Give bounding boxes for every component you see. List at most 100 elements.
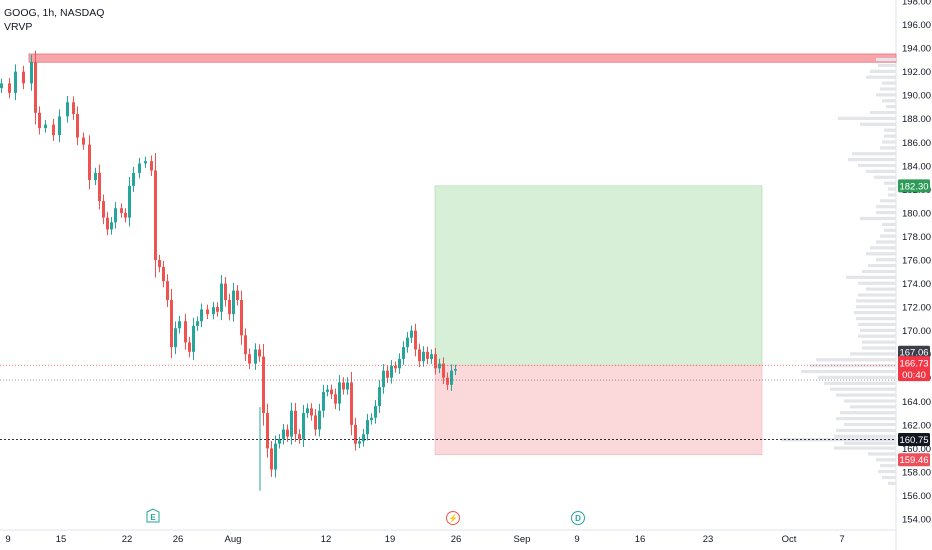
price-axis[interactable]: 198.00 196.00 194.00 192.00 190.00 188.00 186.… bbox=[902, 0, 931, 526]
candlestick-series bbox=[0, 50, 457, 491]
price-tick-label: 192.00 bbox=[902, 67, 931, 78]
candle-body bbox=[128, 185, 131, 218]
volume-profile-bar bbox=[850, 405, 896, 409]
volume-profile-bar bbox=[876, 258, 896, 262]
price-tick-label: 188.00 bbox=[902, 114, 931, 125]
dividend-marker[interactable]: D bbox=[571, 511, 585, 525]
price-tick-label: 156.00 bbox=[902, 491, 931, 502]
candle-body bbox=[110, 222, 113, 230]
candle-body bbox=[330, 389, 333, 395]
candle-body bbox=[166, 281, 169, 301]
candle-body bbox=[286, 429, 289, 437]
earnings-marker[interactable]: E bbox=[146, 508, 160, 523]
candle-body bbox=[350, 382, 353, 425]
candle-body bbox=[200, 309, 203, 322]
indicator-label[interactable]: VRVP bbox=[4, 21, 33, 33]
candle-body bbox=[14, 71, 17, 93]
volume-profile-bar bbox=[884, 181, 896, 185]
time-tick-label: 12 bbox=[321, 534, 332, 545]
candle-body bbox=[76, 114, 79, 138]
candle-body bbox=[406, 337, 409, 348]
candle-body bbox=[282, 429, 285, 439]
candle-body bbox=[438, 363, 441, 369]
time-tick-label: 15 bbox=[56, 534, 67, 545]
current-price-badge-bg bbox=[898, 356, 930, 382]
candle-body bbox=[262, 356, 265, 414]
candle-body bbox=[374, 405, 377, 418]
candle-body bbox=[178, 321, 181, 329]
candle-body bbox=[132, 172, 135, 186]
volume-profile-bar bbox=[876, 93, 896, 97]
volume-profile-bar bbox=[862, 269, 896, 274]
candle-body bbox=[366, 420, 369, 435]
dividend-marker-label: D bbox=[575, 514, 581, 523]
volume-profile-bar bbox=[860, 216, 896, 221]
time-axis[interactable]: 9 15 22 26 Aug 12 19 26 Sep 9 16 23 Oct 7 bbox=[5, 534, 844, 545]
candle-body bbox=[150, 161, 153, 171]
candle-body bbox=[258, 349, 261, 357]
candle-body bbox=[192, 325, 195, 352]
candle-body bbox=[290, 410, 293, 437]
candle-body bbox=[298, 434, 301, 439]
volume-profile-bar bbox=[884, 128, 896, 132]
time-tick-label: Oct bbox=[782, 534, 797, 545]
volume-profile-bar bbox=[870, 69, 896, 73]
candle-body bbox=[114, 208, 117, 223]
candle-body bbox=[338, 382, 341, 404]
price-tick-label: 176.00 bbox=[902, 256, 931, 267]
candle-body bbox=[354, 424, 357, 444]
candle-body bbox=[306, 408, 309, 414]
time-tick-label: 26 bbox=[173, 534, 184, 545]
candle-body bbox=[38, 112, 41, 129]
price-tick-label: 170.00 bbox=[902, 326, 931, 337]
volume-profile-bar bbox=[846, 275, 896, 279]
candle-body bbox=[232, 290, 235, 315]
time-tick-label: 23 bbox=[703, 534, 714, 545]
volume-profile-bar bbox=[880, 199, 896, 203]
candle-body bbox=[188, 342, 191, 352]
candle-body bbox=[450, 370, 453, 385]
volume-profile-bar bbox=[834, 434, 896, 438]
volume-profile-bar bbox=[870, 246, 896, 250]
candle-body bbox=[394, 365, 397, 369]
split-marker[interactable]: ⚡ bbox=[446, 511, 460, 525]
target-price-badge-bg bbox=[898, 179, 930, 193]
candle-body bbox=[390, 365, 393, 378]
candle-body bbox=[278, 438, 281, 444]
candle-body bbox=[206, 309, 209, 315]
candle-body bbox=[82, 137, 85, 145]
volume-profile-bar bbox=[816, 358, 896, 362]
volume-profile-bar bbox=[888, 187, 896, 191]
candle-body bbox=[378, 387, 381, 406]
symbol-title[interactable]: GOOG, 1h, NASDAQ bbox=[4, 7, 105, 19]
volume-profile-bar bbox=[884, 134, 896, 138]
volume-profile-bar bbox=[844, 399, 896, 403]
volume-profile-bar bbox=[856, 299, 896, 303]
volume-profile-bar bbox=[882, 81, 896, 85]
candle-body bbox=[370, 417, 373, 421]
time-tick-label: 16 bbox=[635, 534, 646, 545]
volume-profile-bar bbox=[880, 464, 896, 468]
earnings-marker-label: E bbox=[150, 513, 156, 522]
volume-profile-bar bbox=[854, 311, 896, 315]
candle-body bbox=[248, 354, 251, 364]
candle-body bbox=[174, 328, 177, 348]
volume-profile-bar bbox=[880, 234, 896, 238]
price-tick-label: 196.00 bbox=[902, 20, 931, 31]
volume-profile-bar bbox=[858, 334, 896, 338]
volume-profile-bar bbox=[801, 369, 896, 374]
candle-body bbox=[212, 307, 215, 315]
candle-body bbox=[422, 351, 425, 362]
volume-profile-bar bbox=[858, 163, 896, 168]
candle-body bbox=[30, 62, 33, 84]
candle-body bbox=[382, 370, 385, 388]
price-tick-label: 198.00 bbox=[902, 0, 931, 8]
last-price-badge-bg bbox=[898, 345, 930, 359]
candle-body bbox=[44, 124, 47, 129]
candle-body bbox=[144, 161, 147, 164]
volume-profile-bar bbox=[882, 140, 896, 144]
candle-body bbox=[124, 212, 127, 218]
candle-body bbox=[66, 102, 69, 117]
volume-profile-bar bbox=[818, 375, 896, 380]
